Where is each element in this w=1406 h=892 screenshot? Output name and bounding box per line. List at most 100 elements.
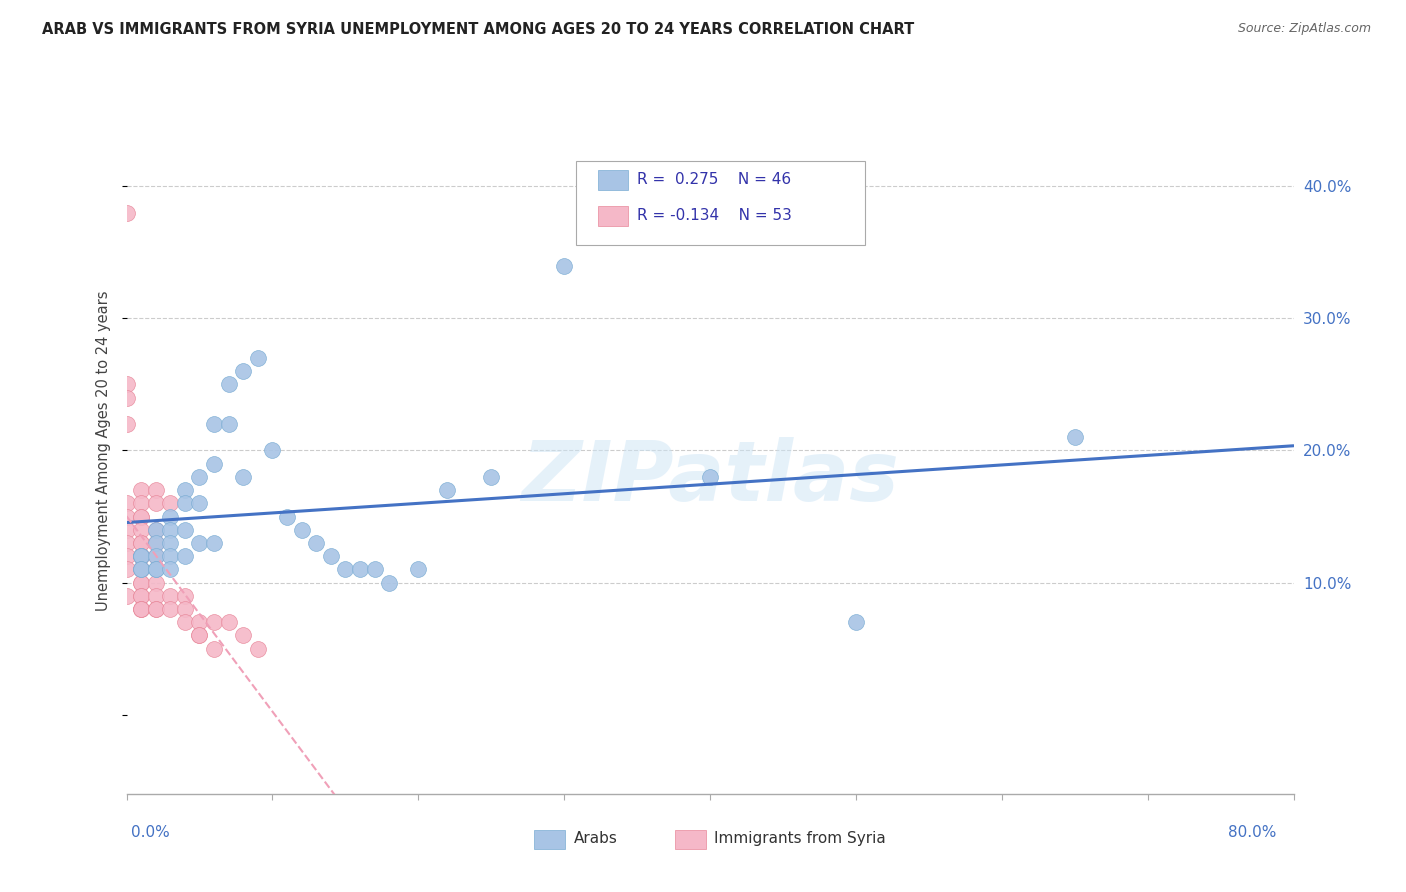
Point — [408, 562, 430, 576]
Point — [479, 470, 502, 484]
Point — [174, 602, 197, 616]
Point — [129, 483, 152, 497]
Point — [129, 523, 152, 537]
Text: Immigrants from Syria: Immigrants from Syria — [714, 831, 886, 847]
Point — [129, 602, 152, 616]
Point — [232, 628, 254, 642]
Point — [159, 509, 181, 524]
Point — [129, 575, 152, 590]
Point — [145, 562, 167, 576]
Point — [276, 509, 298, 524]
Point — [145, 589, 167, 603]
Point — [129, 509, 152, 524]
Point — [129, 562, 152, 576]
Point — [349, 562, 371, 576]
Point — [129, 496, 152, 510]
Point — [129, 536, 152, 550]
Point — [145, 523, 167, 537]
Point — [290, 523, 312, 537]
Point — [159, 549, 181, 563]
Point — [246, 641, 269, 656]
Point — [174, 483, 197, 497]
Text: ARAB VS IMMIGRANTS FROM SYRIA UNEMPLOYMENT AMONG AGES 20 TO 24 YEARS CORRELATION: ARAB VS IMMIGRANTS FROM SYRIA UNEMPLOYME… — [42, 22, 914, 37]
Point — [188, 536, 211, 550]
Text: 80.0%: 80.0% — [1229, 825, 1277, 840]
Point — [159, 589, 181, 603]
Point — [436, 483, 458, 497]
Point — [218, 417, 240, 431]
Point — [174, 523, 197, 537]
Y-axis label: Unemployment Among Ages 20 to 24 years: Unemployment Among Ages 20 to 24 years — [96, 290, 111, 611]
Point — [202, 417, 225, 431]
Point — [699, 470, 721, 484]
Point — [115, 391, 138, 405]
Point — [129, 549, 152, 563]
Point — [145, 483, 167, 497]
Point — [232, 470, 254, 484]
Point — [115, 562, 138, 576]
Point — [129, 589, 152, 603]
Point — [188, 496, 211, 510]
Point — [145, 523, 167, 537]
Point — [202, 615, 225, 630]
Point — [145, 602, 167, 616]
Point — [145, 575, 167, 590]
Point — [188, 628, 211, 642]
Text: Arabs: Arabs — [574, 831, 617, 847]
Point — [129, 602, 152, 616]
Point — [115, 523, 138, 537]
Point — [145, 562, 167, 576]
Point — [159, 496, 181, 510]
Point — [145, 549, 167, 563]
Point — [129, 549, 152, 563]
Point — [129, 589, 152, 603]
Point — [174, 496, 197, 510]
Point — [188, 628, 211, 642]
Point — [335, 562, 357, 576]
Point — [115, 417, 138, 431]
Point — [262, 443, 284, 458]
Point — [145, 602, 167, 616]
Point — [115, 549, 138, 563]
Point — [378, 575, 401, 590]
Point — [159, 536, 181, 550]
Text: ZIPatlas: ZIPatlas — [522, 437, 898, 518]
Point — [363, 562, 385, 576]
Point — [129, 562, 152, 576]
Point — [1063, 430, 1085, 444]
Point — [115, 377, 138, 392]
Point — [553, 259, 575, 273]
Point — [232, 364, 254, 378]
Point — [202, 536, 225, 550]
Point — [145, 536, 167, 550]
Point — [188, 470, 211, 484]
Point — [145, 496, 167, 510]
Point — [218, 377, 240, 392]
Text: R = -0.134    N = 53: R = -0.134 N = 53 — [637, 208, 792, 223]
Point — [145, 549, 167, 563]
Point — [129, 549, 152, 563]
Text: Source: ZipAtlas.com: Source: ZipAtlas.com — [1237, 22, 1371, 36]
Text: R =  0.275    N = 46: R = 0.275 N = 46 — [637, 172, 792, 187]
Point — [174, 615, 197, 630]
Point — [115, 589, 138, 603]
Point — [202, 641, 225, 656]
Point — [115, 205, 138, 219]
Point — [129, 536, 152, 550]
Point — [174, 549, 197, 563]
Point — [188, 615, 211, 630]
Point — [218, 615, 240, 630]
Point — [129, 562, 152, 576]
Point — [115, 509, 138, 524]
Point — [845, 615, 868, 630]
Point — [159, 562, 181, 576]
Point — [129, 562, 152, 576]
Point — [129, 575, 152, 590]
Point — [129, 549, 152, 563]
Point — [115, 536, 138, 550]
Point — [129, 509, 152, 524]
Point — [129, 549, 152, 563]
Point — [319, 549, 342, 563]
Point — [159, 523, 181, 537]
Point — [129, 549, 152, 563]
